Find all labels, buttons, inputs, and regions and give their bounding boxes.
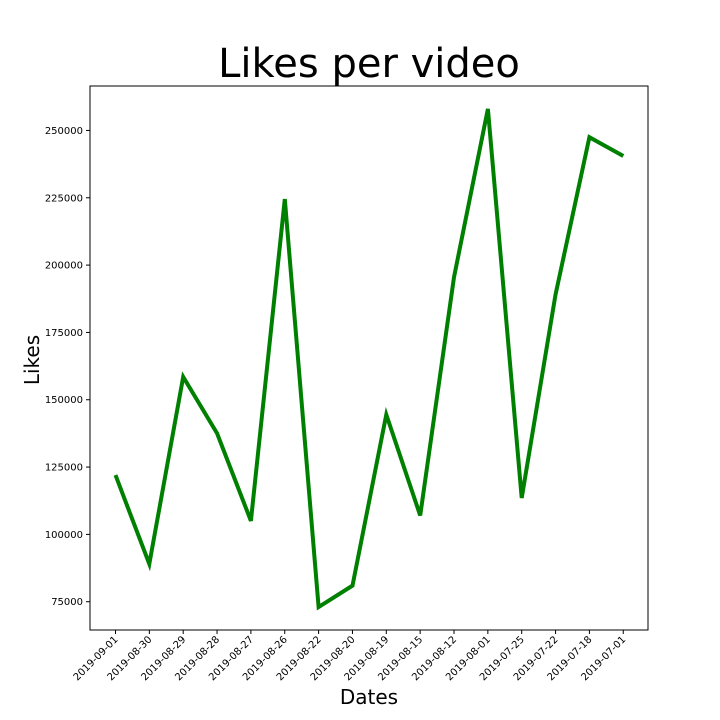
y-tick-label: 200000: [45, 261, 83, 272]
y-tick-label: 150000: [45, 395, 83, 406]
y-tick-label: 225000: [45, 193, 83, 204]
chart-title: Likes per video: [218, 41, 520, 87]
plot-area: [89, 85, 649, 631]
likes-series-line: [113, 108, 625, 611]
y-tick-label: 250000: [45, 126, 83, 137]
y-tick-label: 100000: [45, 530, 83, 541]
y-tick-label: 175000: [45, 328, 83, 339]
y-axis: 75000 100000 125000 150000 175000 200000 22500…: [45, 126, 90, 608]
y-tick-label: 125000: [45, 463, 83, 474]
x-axis-label: Dates: [340, 685, 398, 709]
y-tick-label: 75000: [51, 597, 83, 608]
x-axis: 2019-09-012019-08-302019-08-292019-08-28…: [72, 630, 628, 683]
y-axis-label: Likes: [20, 335, 44, 385]
